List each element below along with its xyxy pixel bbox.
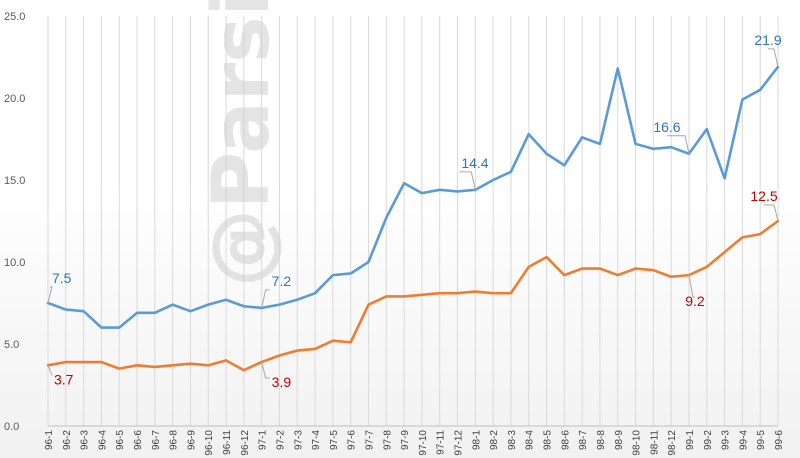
x-tick-label: 98-5 xyxy=(543,430,554,450)
x-tick-label: 98-2 xyxy=(489,430,500,450)
leader-line xyxy=(688,275,695,298)
x-tick-label: 96-1 xyxy=(44,430,55,450)
x-tick-label: 96-11 xyxy=(222,430,233,455)
series-1-line xyxy=(46,65,780,329)
x-tick-label: 96-10 xyxy=(204,430,215,456)
series-group xyxy=(46,65,780,372)
y-tick-label: 5.0 xyxy=(4,339,19,351)
data-label: 7.5 xyxy=(52,270,72,286)
x-tick-label: 97-2 xyxy=(275,430,286,450)
x-tick-label: 98-6 xyxy=(560,430,571,450)
x-tick-label: 98-4 xyxy=(525,430,536,450)
data-label: 7.2 xyxy=(272,273,292,289)
x-tick-label: 98-9 xyxy=(614,430,625,450)
x-tick-label: 99-6 xyxy=(774,430,785,450)
x-tick-label: 97-4 xyxy=(311,430,322,450)
x-tick-label: 97-9 xyxy=(400,430,411,450)
x-tick-label: 96-9 xyxy=(186,430,197,450)
y-tick-label: 10.0 xyxy=(4,257,25,269)
x-tick-label: 98-3 xyxy=(507,430,518,450)
y-axis: 0.0 5.0 10.0 15.0 20.0 25.0 xyxy=(4,11,25,433)
x-tick-label: 97-8 xyxy=(382,430,393,450)
x-tick-label: 97-12 xyxy=(454,430,465,456)
x-tick-label: 96-5 xyxy=(115,430,126,450)
x-tick-label: 97-1 xyxy=(258,430,269,450)
leader-line xyxy=(261,289,270,309)
data-label: 12.5 xyxy=(750,188,777,204)
watermark-text: @Parsistahlil xyxy=(197,0,287,287)
data-label: 14.4 xyxy=(461,155,488,171)
x-tick-label: 98-8 xyxy=(596,430,607,450)
leader-line xyxy=(261,361,270,379)
x-tick-label: 97-5 xyxy=(329,430,340,450)
y-tick-label: 0.0 xyxy=(4,421,19,433)
x-tick-label: 96-3 xyxy=(80,430,91,450)
x-tick-label: 96-4 xyxy=(97,430,108,450)
y-tick-label: 15.0 xyxy=(4,175,25,187)
x-tick-label: 98-11 xyxy=(649,430,660,455)
data-label: 9.2 xyxy=(685,293,705,309)
data-label: 3.7 xyxy=(54,371,74,387)
x-tick-label: 99-4 xyxy=(738,430,749,450)
vertical-gridlines xyxy=(47,16,779,426)
x-tick-label: 98-10 xyxy=(632,430,643,456)
x-tick-label: 98-7 xyxy=(578,430,589,450)
leader-line xyxy=(459,171,476,190)
data-labels: 7.5 7.2 14.4 16.6 21.9 3.7 3.9 9.2 12.5 xyxy=(47,32,782,390)
x-tick-label: 98-12 xyxy=(667,430,678,456)
leader-line xyxy=(768,48,779,67)
data-label: 21.9 xyxy=(754,32,781,48)
y-tick-label: 20.0 xyxy=(4,93,25,105)
x-axis: 96-1 96-2 96-3 96-4 96-5 96-6 96-7 96-8 96-9 96-1… xyxy=(44,425,785,456)
x-tick-label: 99-5 xyxy=(756,430,767,450)
x-tick-label: 97-10 xyxy=(418,430,429,456)
x-tick-label: 97-11 xyxy=(436,430,447,455)
x-tick-label: 97-3 xyxy=(293,430,304,450)
leader-line xyxy=(47,365,53,376)
x-tick-label: 98-1 xyxy=(471,430,482,450)
x-tick-label: 96-8 xyxy=(169,430,180,450)
x-tick-label: 99-1 xyxy=(685,430,696,450)
x-tick-label: 97-7 xyxy=(364,430,375,450)
x-tick-label: 96-7 xyxy=(151,430,162,450)
y-tick-label: 25.0 xyxy=(4,11,25,23)
leader-line xyxy=(666,135,690,154)
leader-line xyxy=(47,286,53,304)
x-tick-label: 99-3 xyxy=(721,430,732,450)
data-label: 3.9 xyxy=(272,374,292,390)
x-tick-label: 96-6 xyxy=(133,430,144,450)
x-tick-label: 97-6 xyxy=(347,430,358,450)
data-label: 16.6 xyxy=(653,119,680,135)
series-2-line xyxy=(46,219,780,372)
x-tick-label: 99-2 xyxy=(703,430,714,450)
x-tick-label: 96-12 xyxy=(240,430,251,456)
x-tick-label: 96-2 xyxy=(62,430,73,450)
leader-line xyxy=(764,204,779,222)
